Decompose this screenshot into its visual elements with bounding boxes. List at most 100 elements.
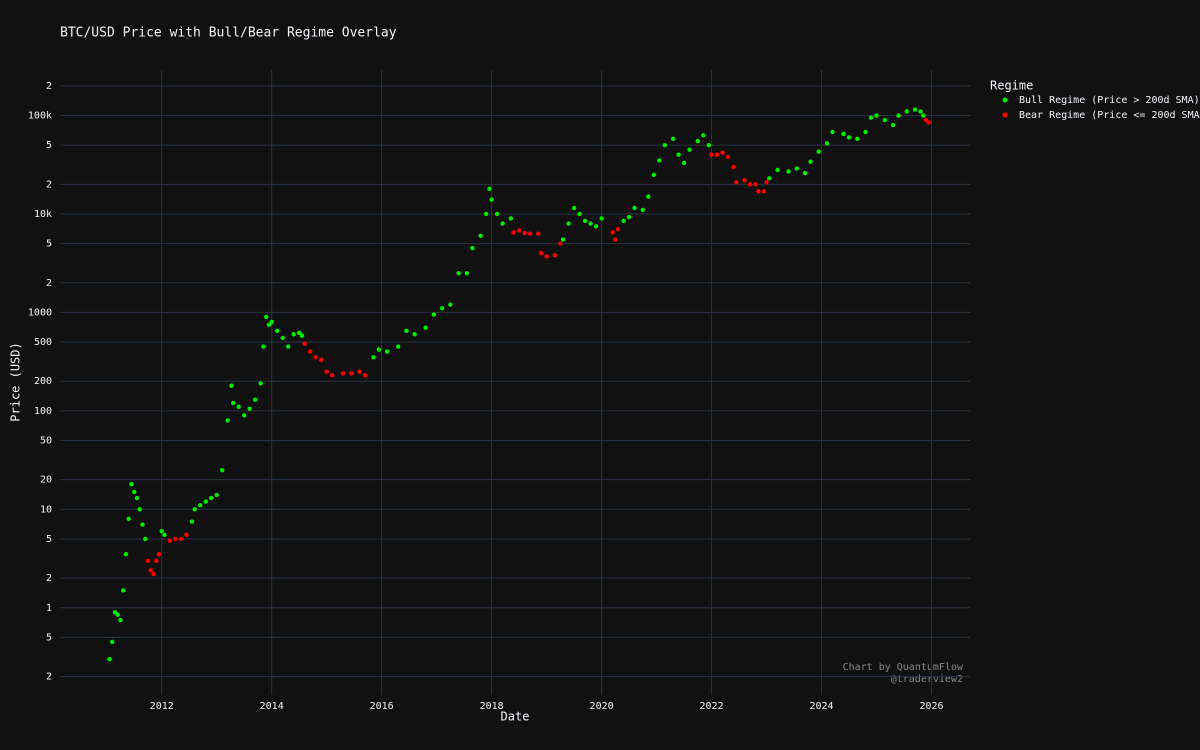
- point: [516, 228, 522, 233]
- point: [709, 152, 714, 157]
- point: [651, 172, 657, 177]
- y-tick-label: 500: [34, 337, 52, 348]
- point: [786, 169, 791, 174]
- point: [313, 355, 318, 360]
- point: [808, 159, 813, 164]
- point: [184, 532, 189, 538]
- y-tick-label: 100: [34, 406, 52, 417]
- point: [258, 381, 263, 386]
- point: [552, 253, 558, 258]
- point: [156, 552, 162, 557]
- point: [904, 109, 909, 114]
- point: [483, 211, 489, 217]
- point: [626, 214, 632, 220]
- point: [926, 120, 931, 125]
- point: [657, 158, 662, 163]
- point: [384, 349, 390, 354]
- point: [489, 197, 494, 202]
- point: [148, 568, 153, 573]
- chart-title: BTC/USD Price with Bull/Bear Regime Over…: [60, 26, 397, 41]
- point: [269, 319, 274, 325]
- point: [841, 131, 846, 137]
- point: [734, 180, 739, 185]
- point: [681, 160, 687, 166]
- legend-label: Bull Regime (Price > 200d SMA): [1019, 95, 1200, 106]
- y-tick-label: 10k: [34, 209, 52, 220]
- point: [154, 558, 159, 563]
- point: [706, 142, 712, 148]
- point: [588, 221, 593, 226]
- x-tick-label: 2014: [260, 701, 284, 712]
- point: [132, 489, 137, 495]
- point: [855, 136, 860, 142]
- point: [863, 129, 868, 135]
- x-tick-label: 2018: [480, 701, 504, 712]
- point: [538, 250, 544, 256]
- point: [670, 136, 676, 142]
- point: [118, 617, 123, 623]
- point: [140, 522, 145, 527]
- point: [646, 194, 651, 199]
- point: [291, 332, 296, 337]
- y-tick-label: 2: [46, 179, 52, 190]
- point: [599, 216, 604, 221]
- point: [159, 528, 164, 534]
- point: [439, 306, 445, 311]
- point: [357, 369, 362, 374]
- y-tick-label: 20: [40, 475, 52, 486]
- point: [582, 218, 588, 224]
- point: [329, 373, 335, 378]
- legend-marker: [1002, 97, 1008, 103]
- point: [522, 230, 527, 236]
- x-tick-label: 2020: [590, 701, 614, 712]
- point: [145, 558, 151, 563]
- point: [577, 211, 582, 217]
- point: [868, 115, 874, 120]
- point: [560, 237, 566, 242]
- legend-label: Bear Regime (Price <= 200d SMA): [1019, 110, 1200, 121]
- point: [874, 113, 879, 118]
- y-tick-label: 5: [46, 534, 52, 545]
- point: [615, 227, 621, 232]
- point: [307, 349, 313, 354]
- point: [610, 230, 615, 235]
- point: [767, 176, 772, 181]
- y-tick-label: 2: [46, 81, 52, 92]
- point: [178, 536, 184, 542]
- point: [500, 221, 505, 226]
- point: [816, 149, 821, 154]
- point: [756, 189, 761, 194]
- point: [220, 467, 225, 473]
- point: [241, 413, 247, 418]
- y-tick-label: 5: [46, 239, 52, 250]
- y-tick-label: 2: [46, 573, 52, 584]
- annotation: @traderview2: [891, 674, 963, 685]
- point: [214, 492, 219, 498]
- point: [395, 344, 401, 349]
- x-tick-label: 2016: [370, 701, 394, 712]
- y-tick-label: 100k: [28, 111, 52, 122]
- point: [318, 357, 324, 363]
- point: [423, 325, 428, 330]
- point: [846, 135, 852, 140]
- point: [725, 154, 731, 160]
- point: [296, 330, 302, 336]
- point: [362, 373, 368, 378]
- point: [252, 397, 258, 402]
- point: [376, 347, 382, 352]
- point: [764, 180, 769, 185]
- y-tick-label: 5: [46, 140, 52, 151]
- y-tick-label: 10: [40, 504, 52, 515]
- point: [198, 503, 203, 508]
- point: [209, 495, 214, 501]
- point: [123, 552, 129, 557]
- legend-marker: [1002, 112, 1008, 118]
- point: [137, 507, 142, 512]
- point: [731, 164, 736, 170]
- point: [151, 571, 156, 577]
- point: [508, 216, 514, 221]
- point: [225, 418, 230, 423]
- point: [742, 178, 747, 183]
